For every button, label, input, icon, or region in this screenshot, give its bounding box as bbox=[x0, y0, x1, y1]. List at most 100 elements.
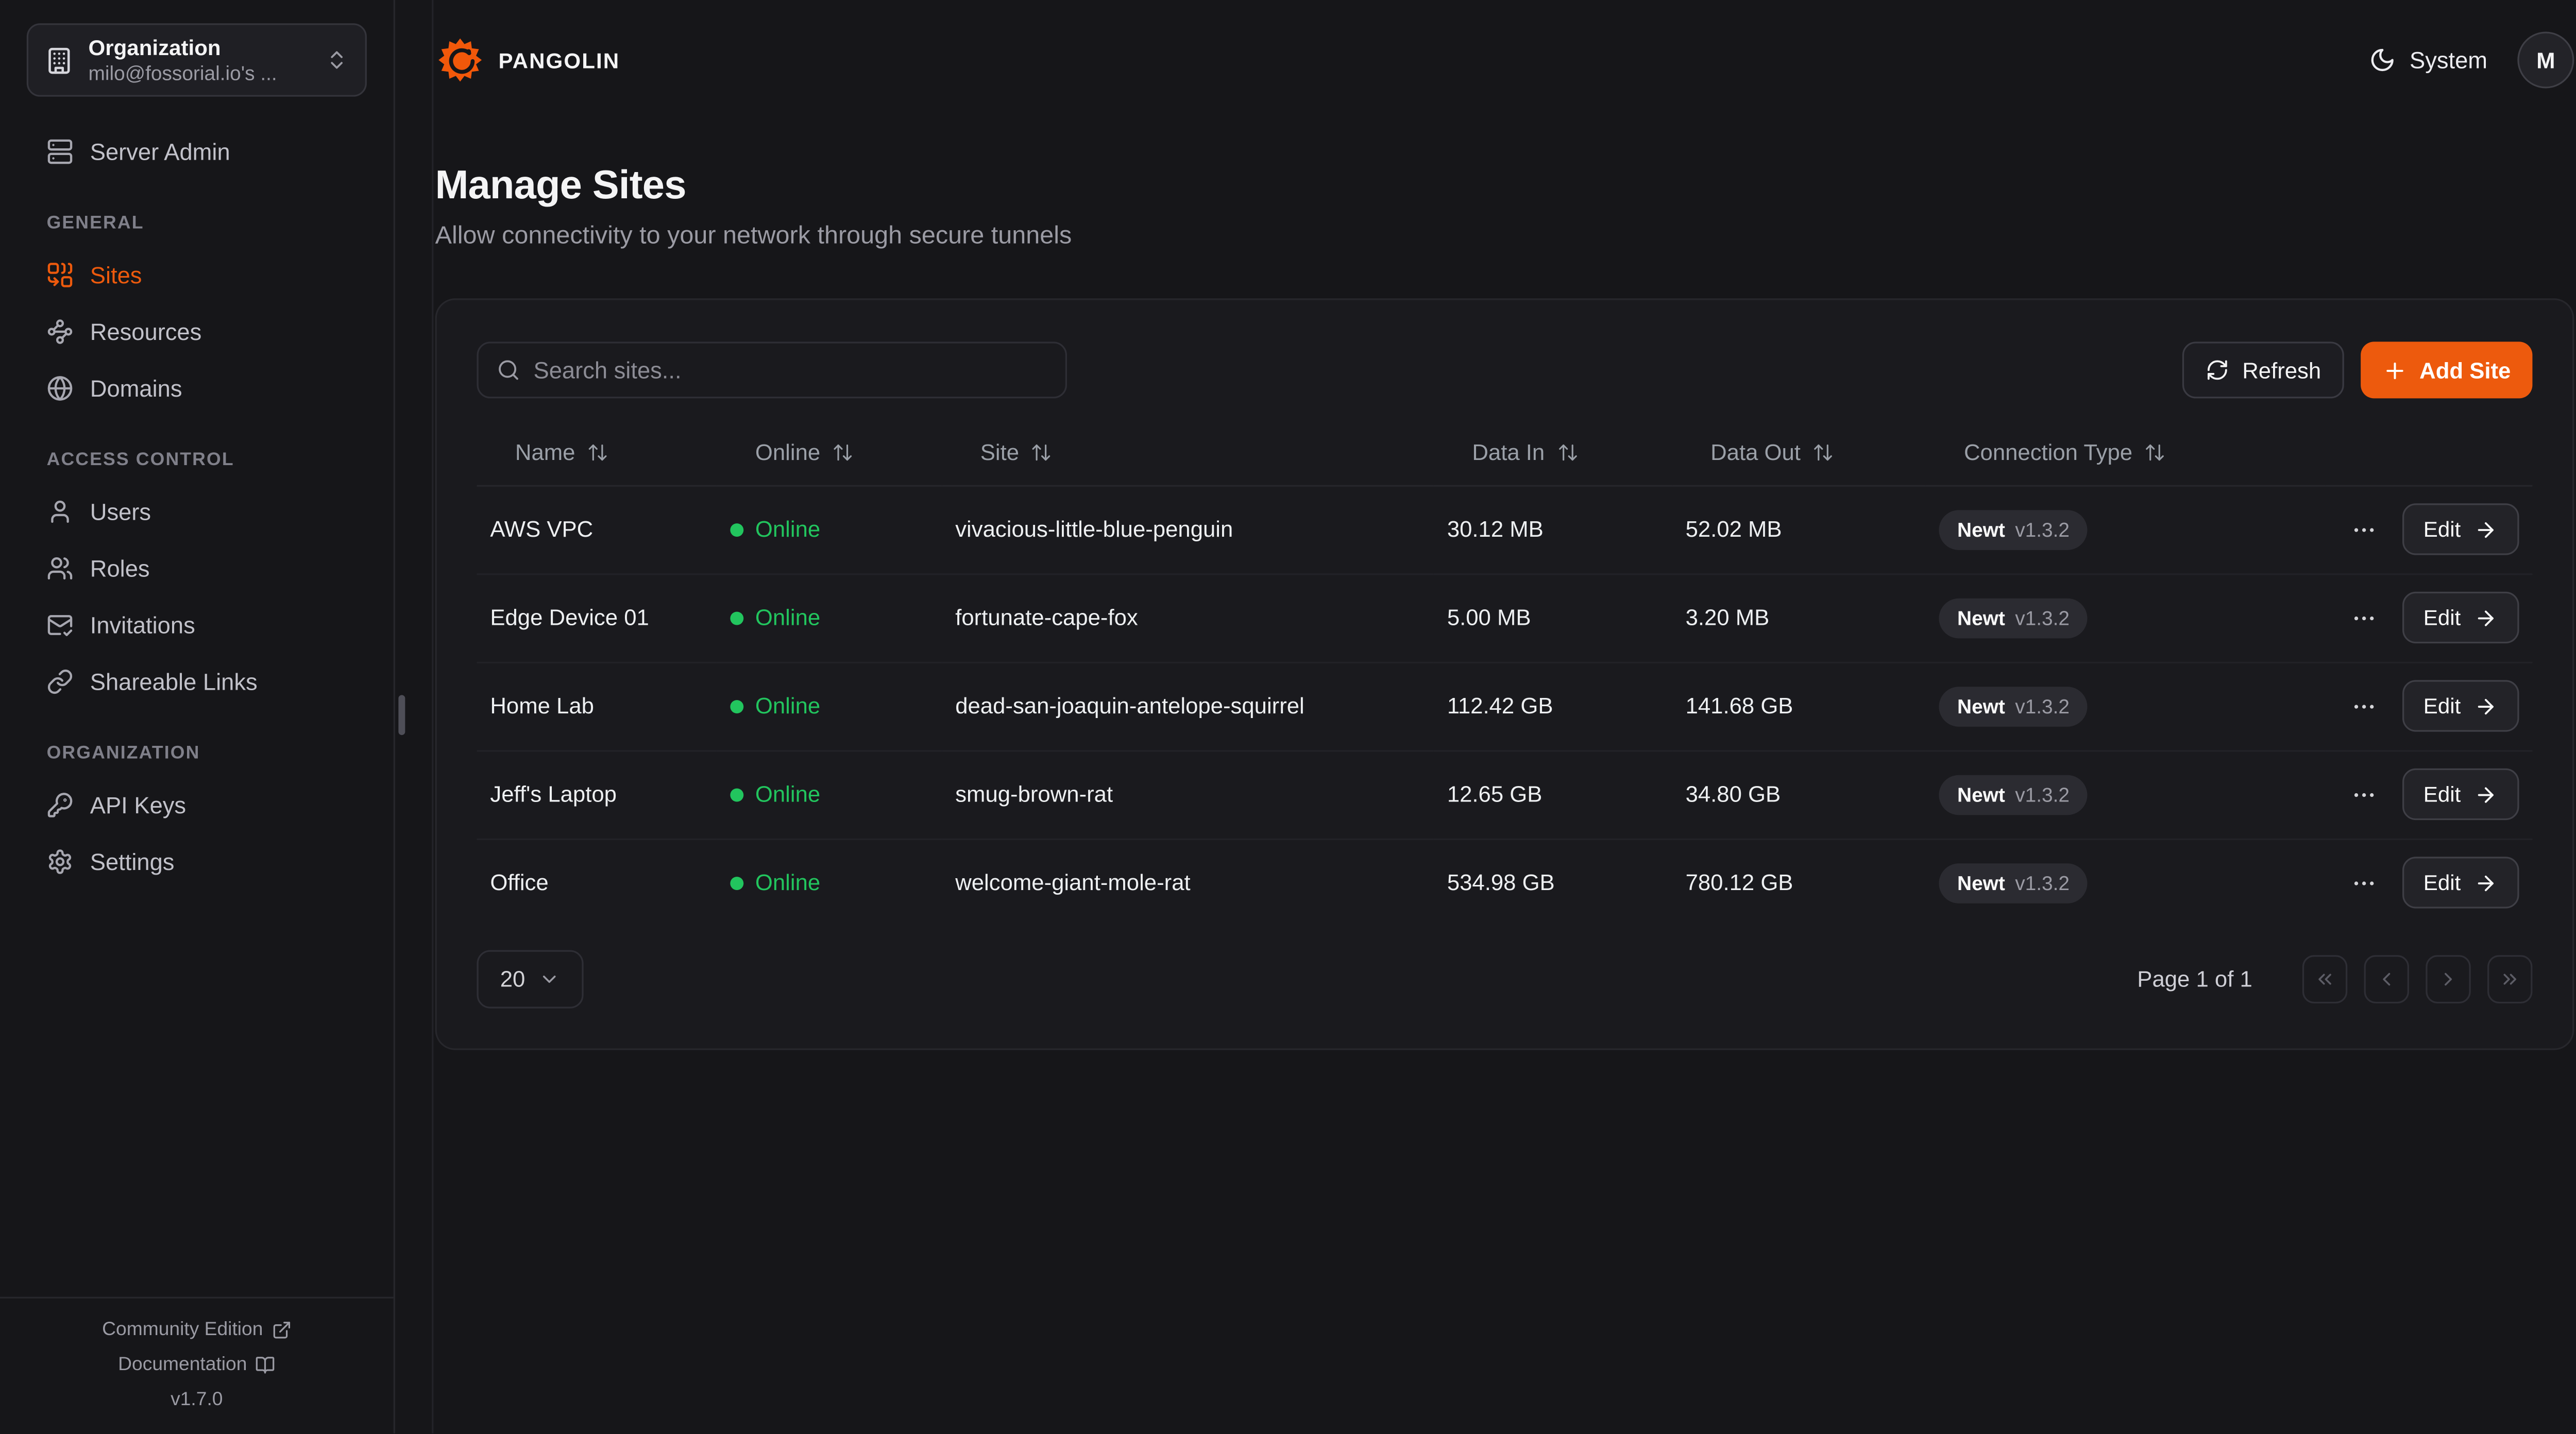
data-in-cell: 112.42 GB bbox=[1433, 661, 1672, 751]
sidebar-item-label: Server Admin bbox=[90, 138, 230, 165]
main-panel: PANGOLIN System M Manage Sites Allow con… bbox=[432, 0, 2576, 1433]
sidebar-item-roles[interactable]: Roles bbox=[27, 540, 367, 596]
refresh-label: Refresh bbox=[2242, 357, 2321, 383]
sort-header-data-out[interactable]: Data Out bbox=[1710, 440, 1834, 466]
sidebar-item-invitations[interactable]: Invitations bbox=[27, 596, 367, 653]
row-actions: Edit bbox=[2339, 768, 2519, 821]
sort-header-site[interactable]: Site bbox=[980, 440, 1053, 466]
chevrons-right-icon bbox=[2499, 968, 2521, 990]
mail-check-icon bbox=[47, 612, 74, 639]
connection-type-badge: Newt v1.3.2 bbox=[1939, 686, 2088, 726]
online-dot-icon bbox=[730, 787, 744, 801]
status-label: Online bbox=[755, 517, 821, 542]
sidebar-item-shareable-links[interactable]: Shareable Links bbox=[27, 654, 367, 710]
connection-type-cell: Newt v1.3.2 bbox=[1925, 750, 2326, 840]
status-label: Online bbox=[755, 781, 821, 807]
connection-version: v1.3.2 bbox=[2015, 871, 2070, 895]
community-edition-link[interactable]: Community Edition bbox=[102, 1320, 291, 1340]
row-menu-button[interactable] bbox=[2347, 601, 2380, 635]
site-name-cell: Office bbox=[490, 870, 549, 896]
online-dot-icon bbox=[730, 522, 744, 536]
arrow-right-icon bbox=[2474, 518, 2497, 541]
theme-toggle[interactable]: System bbox=[2369, 47, 2487, 73]
arrow-right-icon bbox=[2474, 782, 2497, 806]
edit-label: Edit bbox=[2423, 781, 2461, 807]
avatar-initial: M bbox=[2536, 47, 2555, 73]
data-in-cell: 534.98 GB bbox=[1447, 870, 1555, 896]
sidebar-item-settings[interactable]: Settings bbox=[27, 833, 367, 890]
sort-icon bbox=[587, 442, 608, 464]
connection-type-badge: Newt v1.3.2 bbox=[1939, 774, 2088, 814]
sidebar-item-domains[interactable]: Domains bbox=[27, 360, 367, 417]
sidebar-item-users[interactable]: Users bbox=[27, 483, 367, 540]
sidebar-item-sites[interactable]: Sites bbox=[27, 247, 367, 303]
edit-button[interactable]: Edit bbox=[2401, 680, 2519, 732]
connection-type-cell: Newt v1.3.2 bbox=[1926, 839, 2326, 927]
data-in-cell: 5.00 MB bbox=[1433, 573, 1672, 663]
edit-button[interactable]: Edit bbox=[2401, 503, 2519, 555]
sort-header-data-in[interactable]: Data In bbox=[1472, 440, 1578, 466]
row-menu-button[interactable] bbox=[2347, 866, 2380, 900]
status-label: Online bbox=[755, 870, 821, 896]
online-status-cell: Online bbox=[717, 750, 942, 840]
table-header-row: Name Online Site Data In Data Out Connec… bbox=[477, 423, 2533, 486]
page-size-select[interactable]: 20 bbox=[477, 950, 584, 1009]
pangolin-logo[interactable]: PANGOLIN bbox=[435, 35, 620, 85]
users-icon bbox=[47, 555, 74, 582]
last-page-button[interactable] bbox=[2487, 955, 2533, 1004]
row-menu-button[interactable] bbox=[2347, 778, 2380, 811]
ellipsis-icon bbox=[2350, 693, 2377, 720]
connection-name: Newt bbox=[1957, 517, 2005, 541]
chevrons-up-down-icon bbox=[325, 48, 348, 72]
sidebar-item-resources[interactable]: Resources bbox=[27, 303, 367, 360]
previous-page-button[interactable] bbox=[2364, 955, 2409, 1004]
sort-header-connection-type[interactable]: Connection Type bbox=[1964, 440, 2166, 466]
refresh-icon bbox=[2206, 358, 2229, 382]
sidebar-resize-handle[interactable] bbox=[398, 695, 405, 736]
section-label-general: GENERAL bbox=[46, 213, 144, 234]
status-badge: Online bbox=[730, 517, 928, 542]
edit-button[interactable]: Edit bbox=[2401, 857, 2519, 909]
sort-icon bbox=[832, 442, 854, 464]
avatar[interactable]: M bbox=[2517, 31, 2574, 89]
connection-name: Newt bbox=[1957, 782, 2005, 806]
data-in-cell: 30.12 MB bbox=[1433, 485, 1672, 574]
status-label: Online bbox=[755, 693, 821, 719]
site-name-cell: Edge Device 01 bbox=[477, 573, 717, 663]
page-content: Manage Sites Allow connectivity to your … bbox=[433, 120, 2576, 1050]
edit-button[interactable]: Edit bbox=[2401, 768, 2519, 821]
organization-selector[interactable]: Organization milo@fossorial.io's ... bbox=[26, 23, 367, 97]
connection-type-cell: Newt v1.3.2 bbox=[1925, 485, 2326, 574]
documentation-link[interactable]: Documentation bbox=[118, 1355, 275, 1375]
site-slug-cell: fortunate-cape-fox bbox=[942, 573, 1434, 663]
chevron-right-icon bbox=[2437, 968, 2459, 990]
add-site-label: Add Site bbox=[2419, 357, 2511, 383]
sidebar-item-label: Resources bbox=[90, 318, 202, 345]
sort-icon bbox=[1556, 442, 1578, 464]
connection-type-badge: Newt v1.3.2 bbox=[1939, 863, 2088, 903]
refresh-button[interactable]: Refresh bbox=[2182, 342, 2345, 399]
edit-button[interactable]: Edit bbox=[2401, 591, 2519, 644]
status-badge: Online bbox=[730, 605, 928, 630]
row-actions: Edit bbox=[2339, 857, 2519, 909]
sort-header-name[interactable]: Name bbox=[515, 440, 608, 466]
connection-version: v1.3.2 bbox=[2015, 782, 2070, 806]
row-menu-button[interactable] bbox=[2347, 513, 2380, 546]
add-site-button[interactable]: Add Site bbox=[2361, 342, 2533, 399]
ellipsis-icon bbox=[2350, 781, 2377, 808]
sidebar-item-server-admin[interactable]: Server Admin bbox=[27, 123, 367, 180]
search-input[interactable] bbox=[533, 356, 1047, 384]
site-slug-cell: welcome-giant-mole-rat bbox=[955, 870, 1191, 896]
row-menu-button[interactable] bbox=[2347, 689, 2380, 723]
sidebar-item-label: Settings bbox=[90, 848, 175, 875]
connection-name: Newt bbox=[1957, 871, 2005, 895]
sort-header-online[interactable]: Online bbox=[755, 440, 854, 466]
arrow-right-icon bbox=[2474, 694, 2497, 718]
actions-cell: Edit bbox=[2326, 839, 2532, 927]
sidebar-item-api-keys[interactable]: API Keys bbox=[27, 777, 367, 833]
first-page-button[interactable] bbox=[2302, 955, 2348, 1004]
actions-cell: Edit bbox=[2326, 661, 2533, 751]
next-page-button[interactable] bbox=[2426, 955, 2471, 1004]
table-row: Jeff's Laptop Online smug-brown-rat 12.6… bbox=[477, 750, 2533, 840]
gear-icon bbox=[47, 848, 74, 875]
